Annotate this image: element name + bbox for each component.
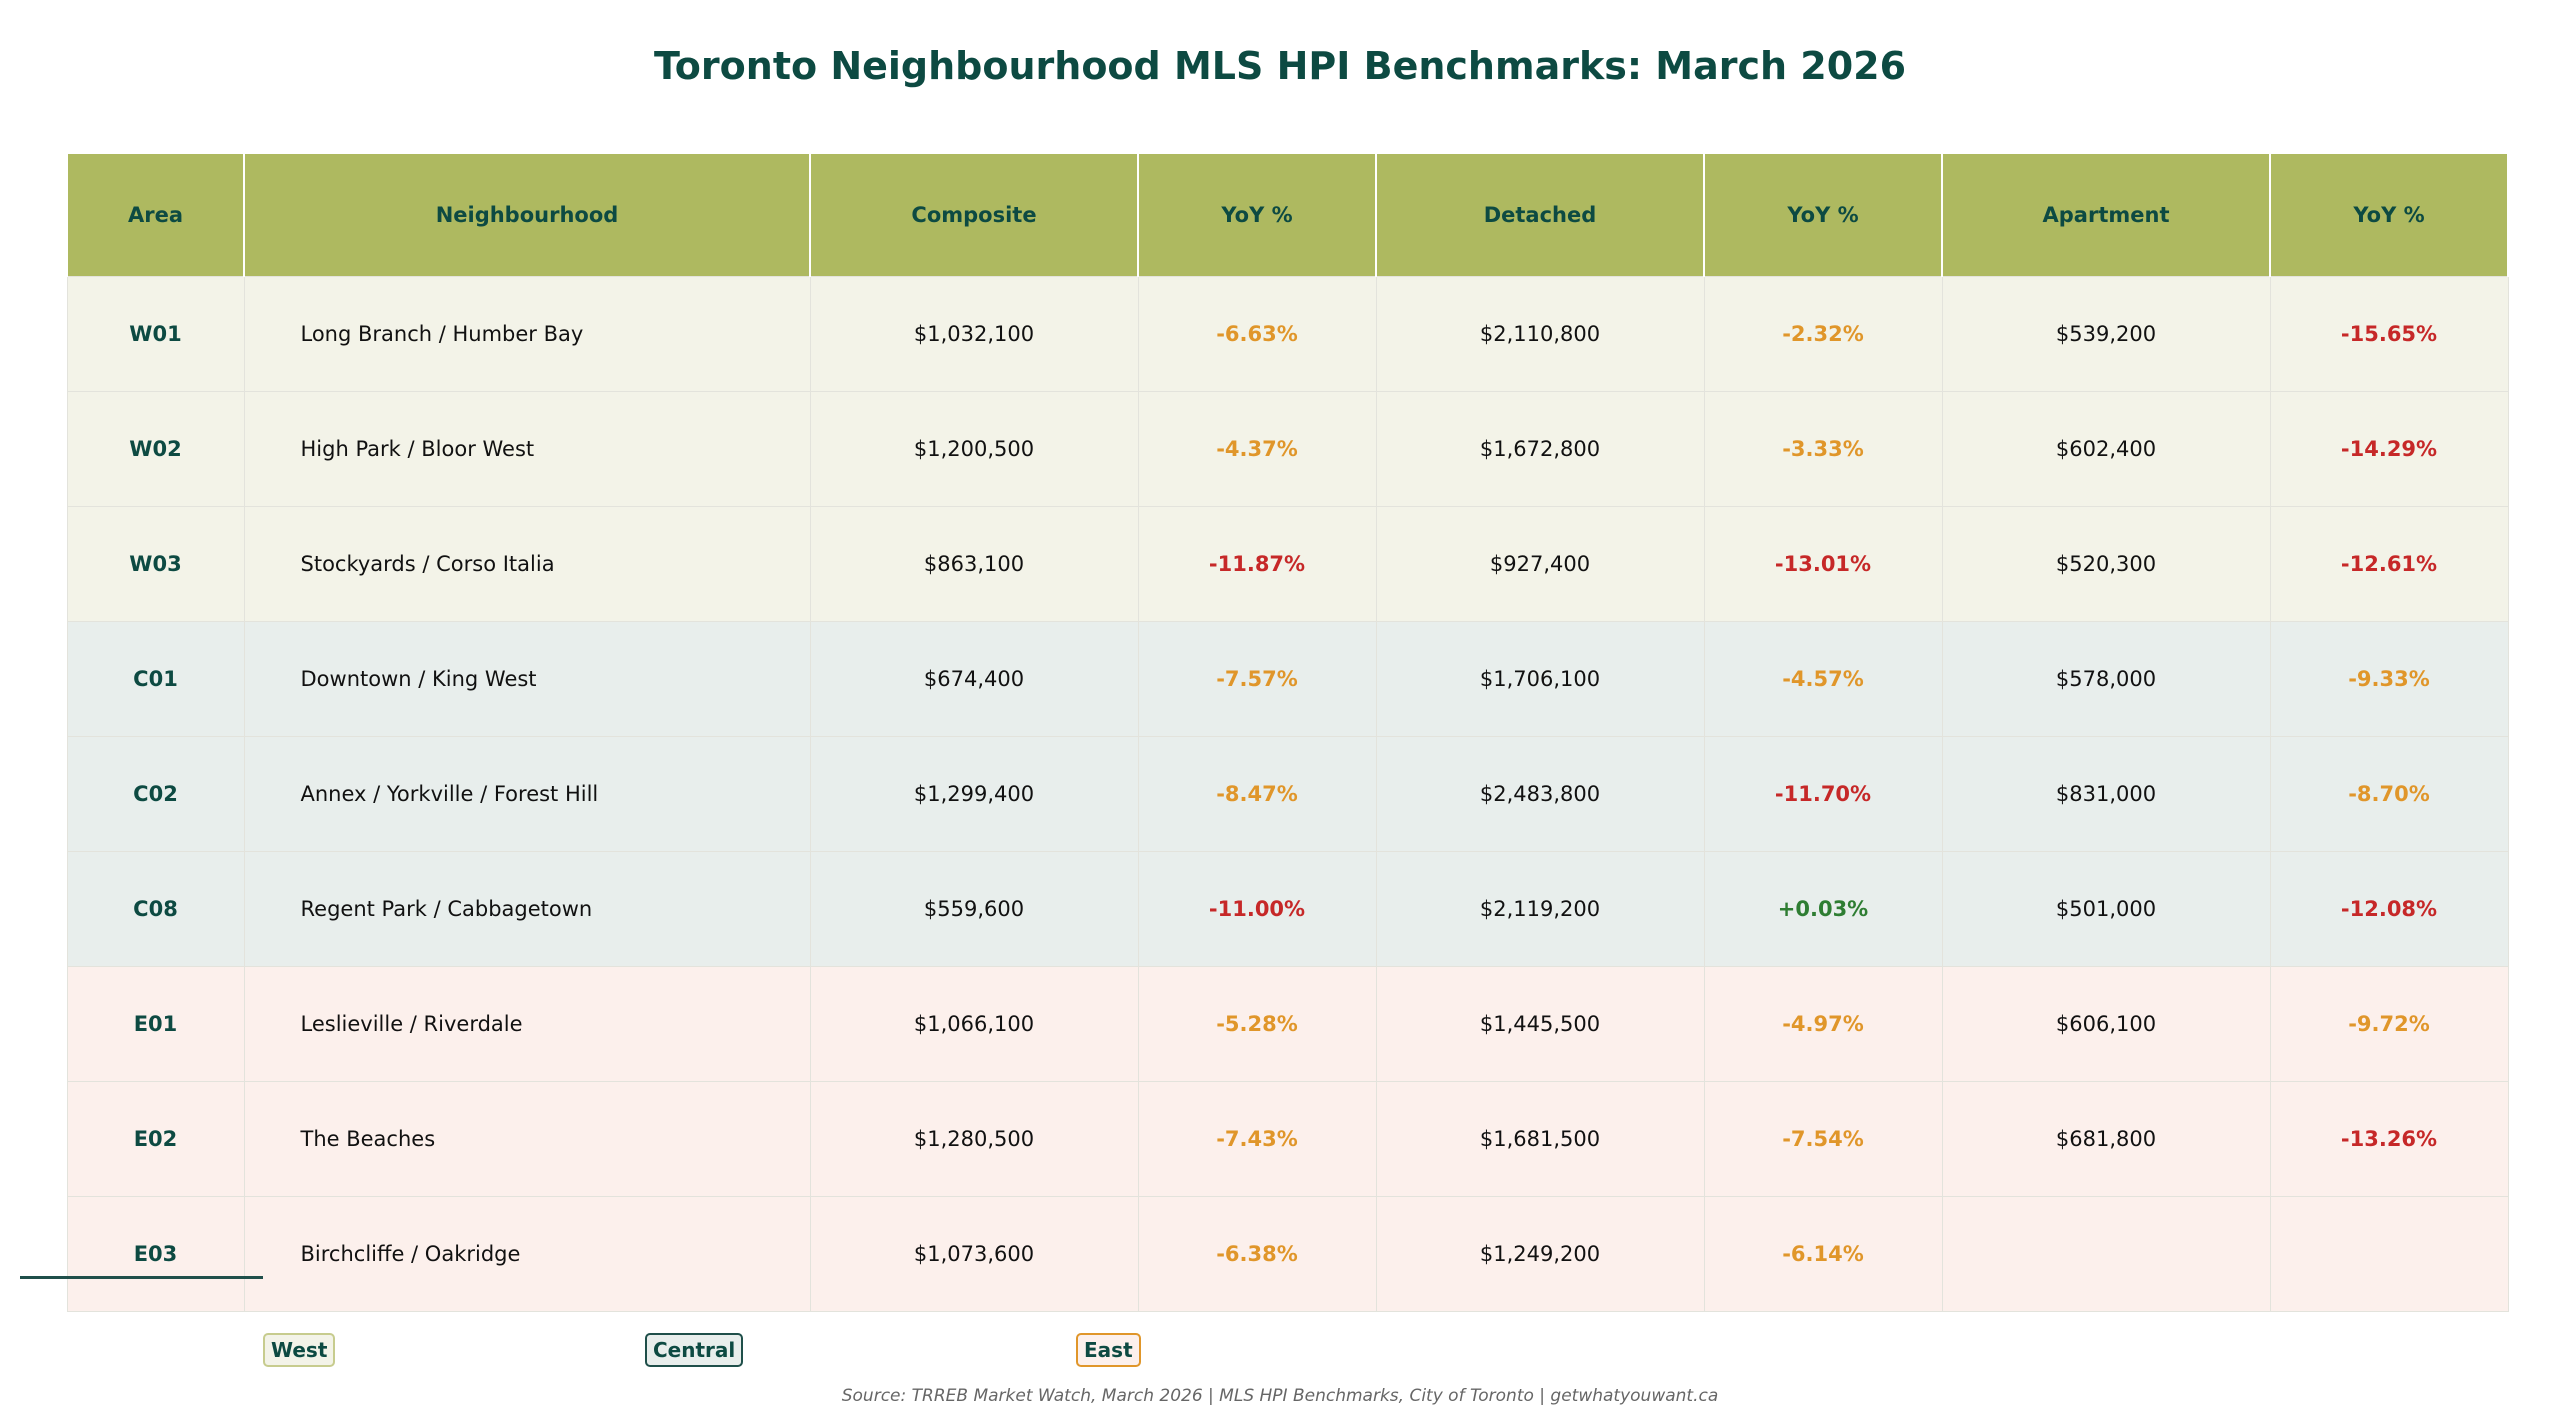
- neighbourhood-cell: Leslieville / Riverdale: [243, 966, 811, 1082]
- composite-yoy-cell: -6.38%: [1137, 1196, 1377, 1312]
- composite-cell: $1,280,500: [809, 1081, 1139, 1197]
- table-row: C02 Annex / Yorkville / Forest Hill $1,299…: [66, 736, 2509, 852]
- table-row: E03 Birchcliffe / Oakridge $1,073,600 -6.38…: [66, 1196, 2509, 1312]
- area-cell: E01: [66, 966, 245, 1082]
- area-cell: C02: [66, 736, 245, 852]
- area-cell: W02: [66, 391, 245, 507]
- apartment-yoy-cell: -8.70%: [2269, 736, 2509, 852]
- header-detached-yoy: YoY %: [1703, 154, 1943, 277]
- detached-yoy-cell: -3.33%: [1703, 391, 1943, 507]
- detached-yoy-cell: -4.97%: [1703, 966, 1943, 1082]
- apartment-yoy-cell: -12.08%: [2269, 851, 2509, 967]
- apartment-yoy-cell: [2269, 1196, 2509, 1312]
- apartment-cell: $539,200: [1941, 276, 2271, 392]
- neighbourhood-cell: High Park / Bloor West: [243, 391, 811, 507]
- composite-yoy-cell: -7.57%: [1137, 621, 1377, 737]
- apartment-cell: $578,000: [1941, 621, 2271, 737]
- table-row: C08 Regent Park / Cabbagetown $559,600 -11.…: [66, 851, 2509, 967]
- detached-yoy-cell: -6.14%: [1703, 1196, 1943, 1312]
- header-area: Area: [66, 154, 245, 277]
- apartment-cell: $501,000: [1941, 851, 2271, 967]
- area-cell: C01: [66, 621, 245, 737]
- area-cell: W01: [66, 276, 245, 392]
- header-detached: Detached: [1375, 154, 1705, 277]
- composite-cell: $1,299,400: [809, 736, 1139, 852]
- header-row: Area Neighbourhood Composite YoY % Detac…: [66, 154, 2509, 277]
- benchmarks-table: Area Neighbourhood Composite YoY % Detac…: [66, 154, 2509, 1312]
- neighbourhood-cell: Annex / Yorkville / Forest Hill: [243, 736, 811, 852]
- header-composite: Composite: [809, 154, 1139, 277]
- legend-central: Central: [645, 1333, 744, 1367]
- composite-cell: $559,600: [809, 851, 1139, 967]
- detached-cell: $1,706,100: [1375, 621, 1705, 737]
- detached-yoy-cell: -7.54%: [1703, 1081, 1943, 1197]
- composite-yoy-cell: -6.63%: [1137, 276, 1377, 392]
- detached-cell: $2,119,200: [1375, 851, 1705, 967]
- apartment-cell: $606,100: [1941, 966, 2271, 1082]
- apartment-cell: $681,800: [1941, 1081, 2271, 1197]
- detached-cell: $927,400: [1375, 506, 1705, 622]
- table-row: E02 The Beaches $1,280,500 -7.43% $1,681,500…: [66, 1081, 2509, 1197]
- apartment-yoy-cell: -15.65%: [2269, 276, 2509, 392]
- table-row: W02 High Park / Bloor West $1,200,500 -4.37…: [66, 391, 2509, 507]
- apartment-yoy-cell: -9.72%: [2269, 966, 2509, 1082]
- composite-cell: $863,100: [809, 506, 1139, 622]
- apartment-cell: [1941, 1196, 2271, 1312]
- apartment-yoy-cell: -12.61%: [2269, 506, 2509, 622]
- header-apartment-yoy: YoY %: [2269, 154, 2509, 277]
- apartment-cell: $831,000: [1941, 736, 2271, 852]
- composite-cell: $1,032,100: [809, 276, 1139, 392]
- detached-cell: $1,445,500: [1375, 966, 1705, 1082]
- composite-yoy-cell: -4.37%: [1137, 391, 1377, 507]
- divider-line: [20, 1276, 263, 1279]
- composite-yoy-cell: -11.00%: [1137, 851, 1377, 967]
- area-cell: C08: [66, 851, 245, 967]
- header-apartment: Apartment: [1941, 154, 2271, 277]
- neighbourhood-cell: Long Branch / Humber Bay: [243, 276, 811, 392]
- apartment-yoy-cell: -14.29%: [2269, 391, 2509, 507]
- composite-cell: $1,066,100: [809, 966, 1139, 1082]
- detached-cell: $2,110,800: [1375, 276, 1705, 392]
- detached-cell: $2,483,800: [1375, 736, 1705, 852]
- apartment-yoy-cell: -13.26%: [2269, 1081, 2509, 1197]
- composite-cell: $674,400: [809, 621, 1139, 737]
- detached-yoy-cell: -13.01%: [1703, 506, 1943, 622]
- detached-yoy-cell: -11.70%: [1703, 736, 1943, 852]
- detached-cell: $1,672,800: [1375, 391, 1705, 507]
- apartment-cell: $520,300: [1941, 506, 2271, 622]
- apartment-yoy-cell: -9.33%: [2269, 621, 2509, 737]
- detached-cell: $1,681,500: [1375, 1081, 1705, 1197]
- table-row: E01 Leslieville / Riverdale $1,066,100 -5.2…: [66, 966, 2509, 1082]
- source-note: Source: TRREB Market Watch, March 2026 |…: [841, 1386, 1719, 1406]
- table-row: C01 Downtown / King West $674,400 -7.57% $1,…: [66, 621, 2509, 737]
- page-title: Toronto Neighbourhood MLS HPI Benchmarks…: [653, 44, 1907, 88]
- neighbourhood-cell: Stockyards / Corso Italia: [243, 506, 811, 622]
- area-cell: E03: [66, 1196, 245, 1312]
- table-row: W03 Stockyards / Corso Italia $863,100 -11.…: [66, 506, 2509, 622]
- area-cell: E02: [66, 1081, 245, 1197]
- composite-yoy-cell: -7.43%: [1137, 1081, 1377, 1197]
- detached-yoy-cell: +0.03%: [1703, 851, 1943, 967]
- composite-cell: $1,200,500: [809, 391, 1139, 507]
- legend-east: East: [1076, 1333, 1141, 1367]
- detached-yoy-cell: -4.57%: [1703, 621, 1943, 737]
- composite-cell: $1,073,600: [809, 1196, 1139, 1312]
- composite-yoy-cell: -11.87%: [1137, 506, 1377, 622]
- neighbourhood-cell: Downtown / King West: [243, 621, 811, 737]
- neighbourhood-cell: Birchcliffe / Oakridge: [243, 1196, 811, 1312]
- header-neighbourhood: Neighbourhood: [243, 154, 811, 277]
- neighbourhood-cell: Regent Park / Cabbagetown: [243, 851, 811, 967]
- composite-yoy-cell: -8.47%: [1137, 736, 1377, 852]
- area-cell: W03: [66, 506, 245, 622]
- apartment-cell: $602,400: [1941, 391, 2271, 507]
- detached-cell: $1,249,200: [1375, 1196, 1705, 1312]
- composite-yoy-cell: -5.28%: [1137, 966, 1377, 1082]
- header-composite-yoy: YoY %: [1137, 154, 1377, 277]
- neighbourhood-cell: The Beaches: [243, 1081, 811, 1197]
- legend-west: West: [263, 1333, 336, 1367]
- table-row: W01 Long Branch / Humber Bay $1,032,100 -6.…: [66, 276, 2509, 392]
- detached-yoy-cell: -2.32%: [1703, 276, 1943, 392]
